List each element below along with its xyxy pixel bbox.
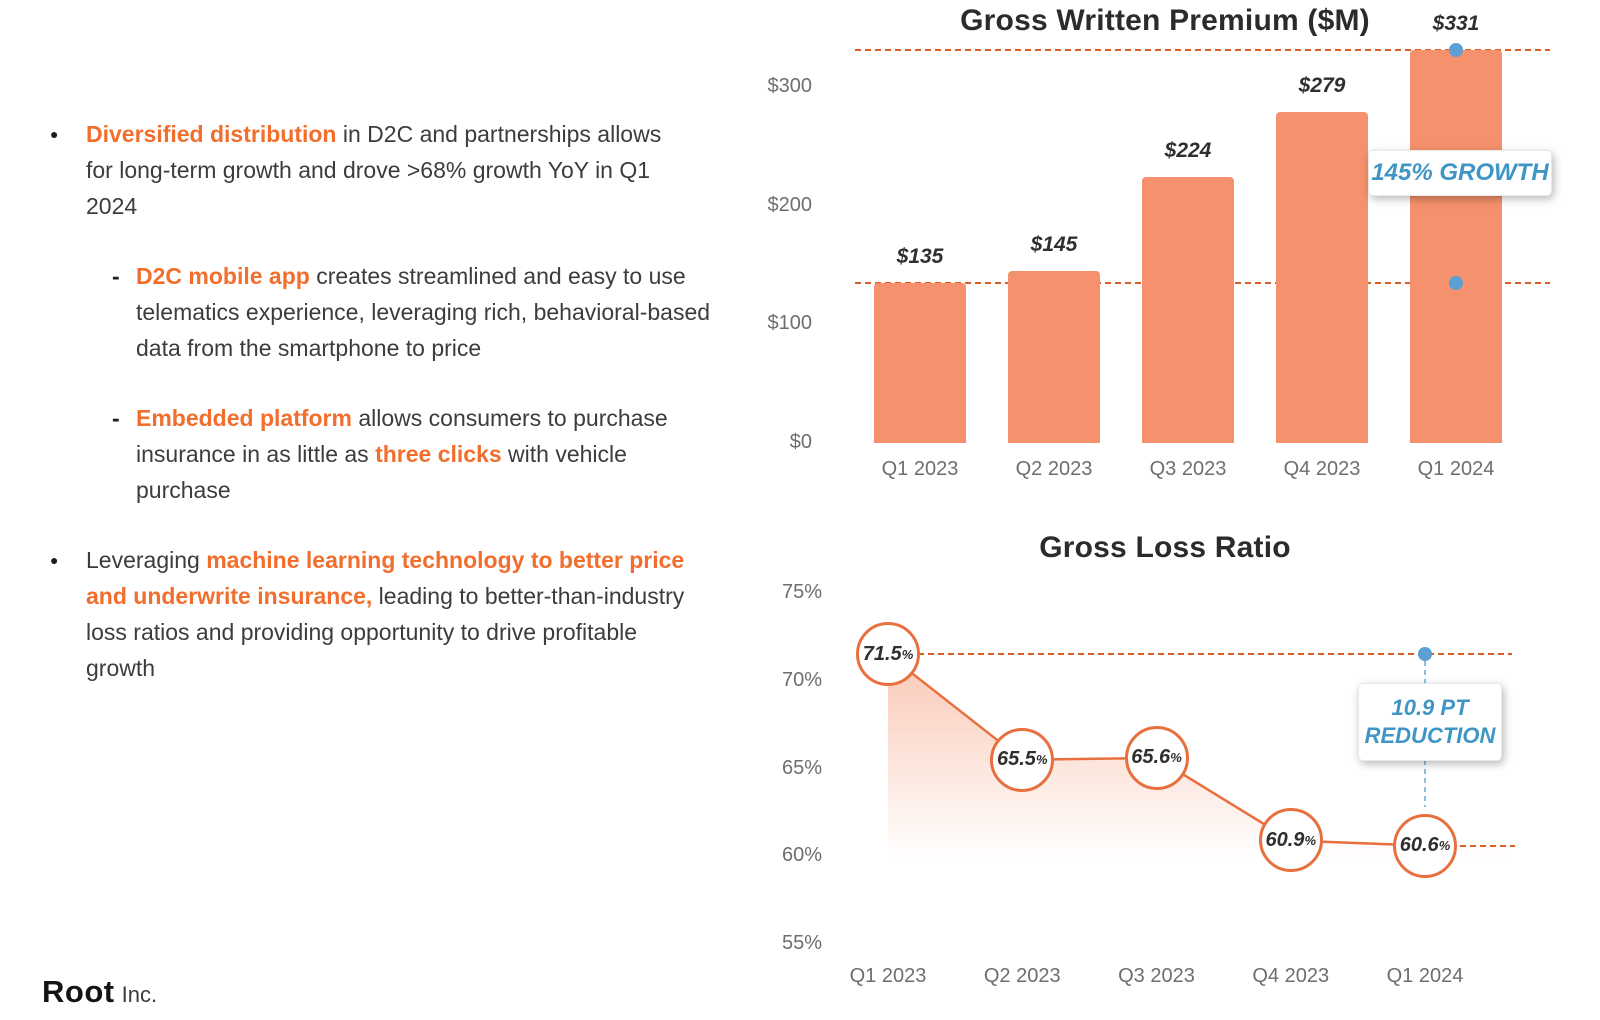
bullet-marker-icon: - — [112, 405, 120, 431]
text-segment: in D2C and partnerships allows for long-… — [86, 121, 662, 219]
point-unit: % — [1304, 832, 1316, 848]
x-axis-tick: Q4 2023 — [1283, 458, 1361, 480]
bullet-item: ● Leveraging machine learning technology … — [48, 542, 686, 686]
y-axis-tick: 75% — [781, 581, 822, 603]
data-point-circle: 60.9% — [1258, 808, 1323, 873]
x-axis-tick: Q2 2023 — [983, 965, 1061, 987]
point-value: 65.6 — [1131, 746, 1171, 769]
gwp-bar — [1410, 50, 1502, 443]
bar-value-label: $279 — [1298, 73, 1346, 97]
sub-bullet-item: - Embedded platform allows consumers to p… — [112, 400, 714, 508]
data-point-circle: 60.6% — [1393, 813, 1457, 878]
y-axis-tick: $0 — [789, 431, 812, 453]
point-value: 65.5 — [997, 748, 1036, 771]
gwp-bar — [874, 282, 966, 443]
point-value: 60.9 — [1265, 828, 1305, 851]
growth-annotation: 145% GROWTH — [1368, 150, 1552, 196]
reduction-annotation: 10.9 PT REDUCTION — [1358, 683, 1502, 761]
point-unit: % — [1035, 752, 1048, 768]
point-unit: % — [901, 646, 914, 662]
gross-written-premium-chart: Gross Written Premium ($M) 145% GROWTH $… — [760, 0, 1570, 505]
y-axis-tick: 70% — [781, 668, 822, 691]
y-axis-tick: 65% — [781, 756, 822, 779]
reference-line — [918, 653, 1512, 656]
x-axis-tick: Q3 2023 — [1118, 965, 1195, 987]
bar-value-label: $135 — [896, 244, 944, 268]
text-segment: creates streamlined and easy to use tele… — [136, 263, 711, 361]
bullet-marker-icon: - — [112, 263, 120, 289]
text-segment: leading to better-than-industry loss rat… — [86, 583, 685, 681]
highlighted-text: machine learning technology to better pr… — [86, 547, 685, 609]
x-axis-tick: Q3 2023 — [1149, 458, 1227, 480]
y-axis-tick: $200 — [767, 193, 813, 216]
logo-inc-text: Inc. — [121, 982, 158, 1007]
highlighted-text: Diversified distribution — [86, 121, 337, 147]
growth-marker-dot — [1449, 43, 1463, 58]
highlighted-text: D2C mobile app — [136, 263, 310, 289]
bullet-text: Embedded platform allows consumers to pu… — [136, 405, 668, 503]
text-segment: with vehicle purchase — [136, 441, 627, 503]
reduction-marker-dot — [1418, 647, 1432, 662]
highlighted-text: three clicks — [375, 441, 502, 467]
reduction-annotation-line2: REDUCTION — [1364, 723, 1496, 748]
point-value: 60.6 — [1399, 834, 1439, 857]
text-segment: Leveraging — [86, 547, 207, 573]
y-axis-tick: $300 — [767, 74, 813, 97]
y-axis-tick: 55% — [781, 932, 822, 954]
bullet-text: D2C mobile app creates streamlined and e… — [136, 263, 710, 361]
point-unit: % — [1170, 750, 1182, 766]
area-fill — [888, 654, 1512, 860]
company-logo: Root Inc. — [42, 974, 157, 1010]
gross-loss-ratio-chart: Gross Loss Ratio 10.9 PT REDUCTION 75% 70… — [760, 515, 1570, 1020]
reference-line — [855, 49, 1550, 52]
bullet-marker-icon: ● — [50, 552, 59, 568]
bullet-list: ● Diversified distribution in D2C and par… — [48, 116, 728, 720]
data-point-circle: 71.5% — [856, 622, 920, 687]
bullet-text: Leveraging machine learning technology t… — [86, 547, 684, 681]
bullet-marker-icon: ● — [50, 126, 59, 142]
line-chart-title: Gross Loss Ratio — [1039, 531, 1291, 564]
bar-value-label: $331 — [1432, 12, 1480, 36]
logo-root-text: Root — [42, 974, 115, 1009]
gwp-bar — [1008, 270, 1100, 443]
bar-chart-title: Gross Written Premium ($M) — [960, 4, 1370, 37]
x-axis-tick: Q1 2023 — [849, 965, 927, 987]
reference-line — [1400, 844, 1515, 847]
gwp-bar — [1276, 111, 1368, 443]
data-point-circle: 65.5% — [990, 727, 1055, 792]
text-segment: allows consumers to purchase insurance i… — [136, 405, 668, 467]
bar-value-label: $145 — [1030, 232, 1078, 256]
gwp-bar — [1142, 177, 1234, 443]
growth-marker-dot — [1449, 275, 1463, 290]
sub-bullet-item: - D2C mobile app creates streamlined and … — [112, 258, 714, 366]
reduction-annotation-line1: 10.9 PT — [1391, 695, 1469, 720]
x-axis-tick: Q1 2024 — [1417, 458, 1495, 480]
y-axis-tick: $100 — [767, 312, 813, 335]
point-unit: % — [1438, 838, 1451, 854]
bullet-item: ● Diversified distribution in D2C and par… — [48, 116, 686, 224]
bar-value-label: $224 — [1164, 139, 1212, 163]
x-axis-tick: Q1 2023 — [881, 458, 959, 480]
bullet-text: Diversified distribution in D2C and part… — [86, 121, 661, 219]
x-axis-tick: Q4 2023 — [1252, 965, 1330, 987]
highlighted-text: Embedded platform — [136, 405, 352, 431]
point-value: 71.5 — [862, 642, 902, 665]
x-axis-tick: Q2 2023 — [1015, 458, 1093, 480]
y-axis-tick: 60% — [781, 844, 822, 867]
x-axis-tick: Q1 2024 — [1386, 965, 1464, 987]
data-point-circle: 65.6% — [1124, 725, 1189, 790]
